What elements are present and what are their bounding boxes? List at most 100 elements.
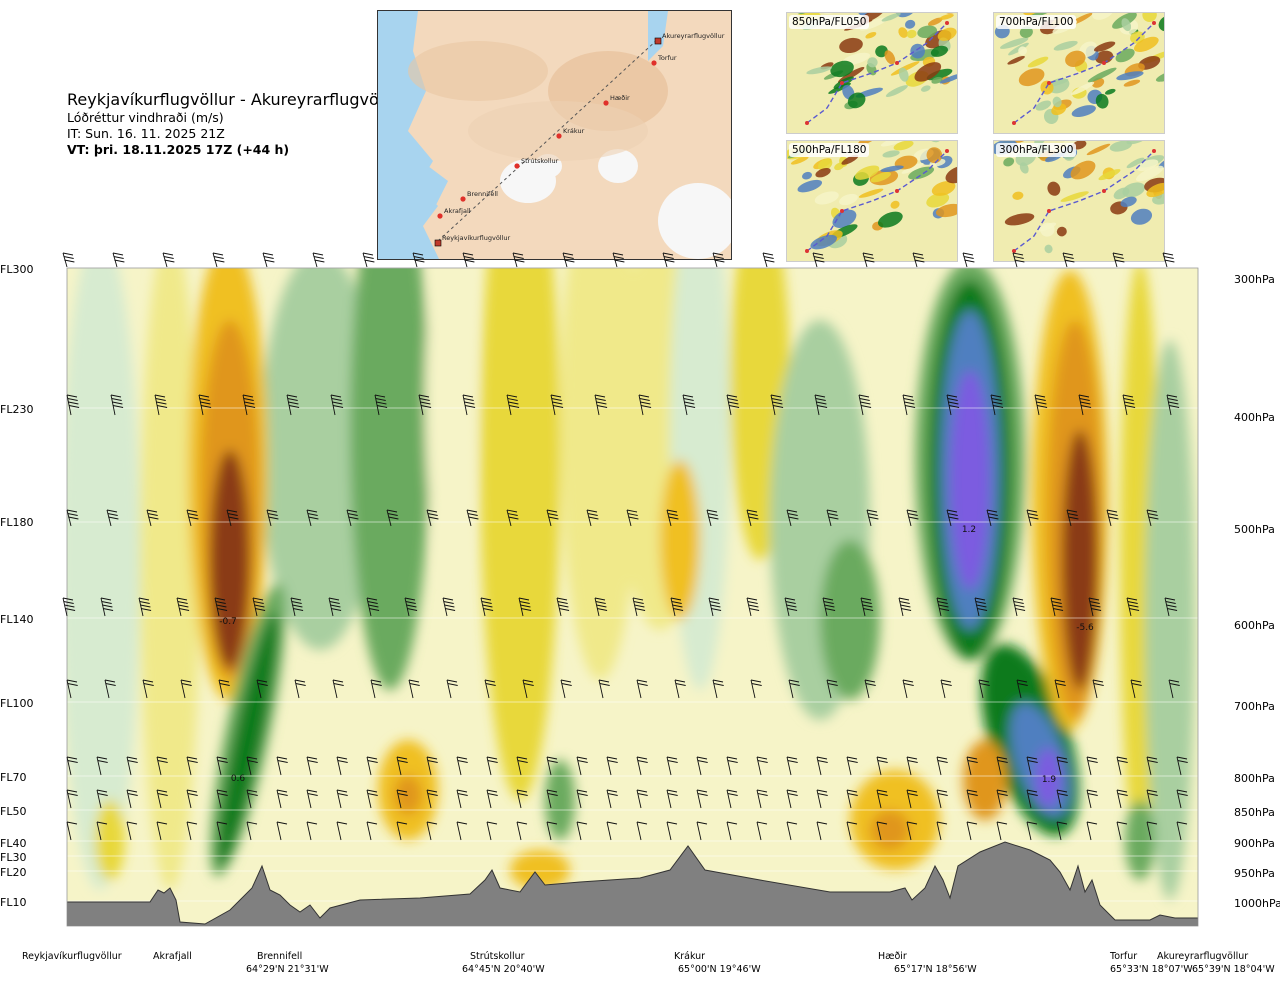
wind-barb-icon (366, 597, 380, 617)
wind-barb-feather (481, 601, 492, 604)
fl-label-300: FL300 (0, 263, 34, 276)
wind-barb-feather (937, 760, 948, 763)
wind-barb-shaft (294, 679, 300, 699)
wind-barb-icon (126, 789, 138, 809)
wind-barb-feather (277, 760, 288, 763)
wind-barb-icon (396, 789, 408, 809)
wind-barb-shaft (404, 597, 410, 617)
thumb-500[interactable]: 500hPa/FL180 (786, 140, 958, 262)
wind-barb-shaft (1086, 821, 1092, 841)
wind-barb-feather (748, 516, 759, 520)
station-dot-icon (603, 100, 609, 106)
wind-barb-feather (786, 821, 798, 825)
wind-barb-feather (825, 608, 836, 611)
field-region (1145, 340, 1195, 900)
thumb-station-icon (1047, 81, 1051, 85)
wind-barb-feather (227, 513, 238, 516)
wind-barb-feather (506, 509, 518, 513)
wind-barb-feather (966, 756, 978, 760)
wind-barb-feather (594, 597, 606, 601)
wind-barb-feather (596, 604, 607, 608)
wind-barb-shaft (216, 821, 222, 841)
wind-barb-icon (126, 756, 138, 776)
wind-barb-feather (1106, 509, 1118, 513)
wind-barb-feather (516, 789, 528, 793)
wind-barb-feather (96, 756, 108, 760)
wind-barb-icon (142, 679, 154, 699)
wind-barb-feather (949, 405, 960, 408)
wind-barb-feather (516, 821, 528, 825)
fl-label-70: FL70 (0, 771, 27, 784)
thumb-field-blob (1086, 143, 1111, 156)
wind-barb-feather (367, 601, 378, 604)
wind-barb-feather (628, 516, 639, 520)
wind-barb-shaft (142, 679, 148, 699)
location-name-brennifell: Brennifell (257, 951, 303, 962)
wind-barb-shaft (876, 756, 882, 776)
wind-barb-icon (276, 821, 288, 841)
wind-barb-icon (696, 821, 708, 841)
wind-barb-feather (1126, 597, 1138, 601)
wind-barb-icon (1056, 789, 1068, 809)
thumb-field-blob (930, 45, 948, 57)
thumb-700[interactable]: 700hPa/FL100 (993, 12, 1165, 134)
thumb-300-svg (994, 141, 1164, 261)
wind-barb-shaft (860, 597, 866, 617)
wind-barb-feather (900, 604, 911, 608)
wind-barb-shaft (962, 252, 968, 268)
wind-barb-icon (822, 597, 836, 617)
wind-barb-shaft (746, 597, 752, 617)
wind-barb-shaft (252, 597, 258, 617)
wind-barb-feather (405, 601, 416, 604)
wind-barb-shaft (426, 509, 432, 527)
wind-barb-feather (764, 259, 775, 263)
wind-barb-icon (456, 789, 468, 809)
station-dot-icon (556, 133, 562, 139)
wind-barb-shaft (666, 821, 672, 841)
wind-barb-icon (1086, 756, 1098, 776)
wind-barb-feather (507, 398, 518, 401)
wind-barb-feather (247, 760, 258, 763)
wind-barb-feather (163, 256, 174, 259)
wind-barb-icon (154, 394, 168, 416)
wind-barb-feather (771, 398, 782, 401)
wind-barb-icon (1166, 394, 1180, 416)
thumb-300[interactable]: 300hPa/FL300 (993, 140, 1165, 262)
location-coord-strutskollur: 64°45'N 20°40'W (462, 964, 545, 975)
wind-barb-feather (375, 398, 386, 401)
wind-barb-feather (216, 789, 228, 793)
wind-barb-feather (426, 509, 438, 513)
wind-barb-feather (1081, 405, 1092, 408)
wind-barb-feather (418, 394, 430, 398)
wind-barb-feather (729, 405, 740, 408)
thumb-850[interactable]: 850hPa/FL050 (786, 12, 958, 134)
wind-barb-icon (62, 252, 75, 268)
wind-barb-feather (979, 683, 990, 686)
wind-barb-feather (367, 793, 378, 796)
field-region (940, 310, 1000, 630)
wind-barb-feather (904, 401, 915, 405)
thumb-field-blob (1104, 88, 1116, 95)
wind-barb-shaft (276, 821, 282, 841)
wind-barb-feather (709, 601, 720, 604)
wind-barb-icon (506, 509, 519, 527)
field-region (928, 280, 1012, 660)
wind-barb-icon (66, 821, 78, 841)
wind-barb-feather (876, 756, 888, 760)
wind-barb-shaft (966, 789, 972, 809)
wind-barb-icon (786, 821, 798, 841)
wind-barb-shaft (986, 509, 992, 527)
wind-barb-feather (426, 756, 438, 760)
wind-barb-feather (614, 259, 625, 263)
wind-barb-feather (276, 821, 288, 825)
wind-barb-feather (486, 789, 498, 793)
wind-barb-feather (997, 793, 1008, 796)
wind-barb-feather (977, 608, 988, 611)
wind-barb-feather (557, 601, 568, 604)
thumb-field-blob (1130, 208, 1153, 225)
wind-barb-feather (179, 608, 190, 611)
wind-barb-feather (987, 513, 998, 516)
wind-barb-shaft (110, 394, 116, 416)
wind-barb-feather (1027, 793, 1038, 796)
wind-barb-icon (186, 509, 199, 527)
